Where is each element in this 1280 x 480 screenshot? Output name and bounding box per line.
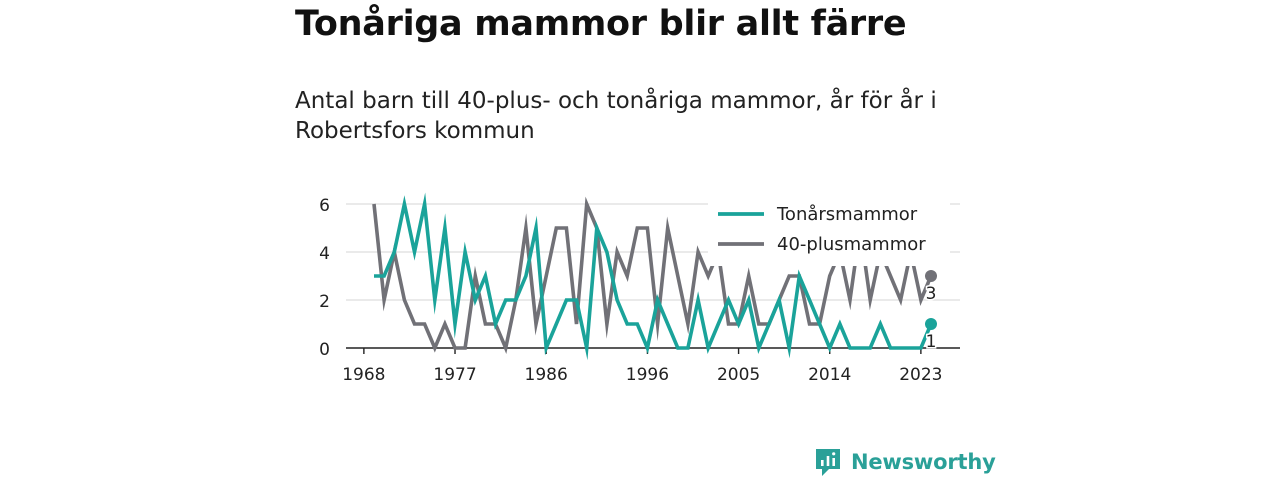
x-tick-label: 1977 (433, 365, 476, 385)
x-tick-label: 1968 (342, 365, 385, 385)
end-point (925, 270, 937, 282)
x-axis-ticks: 1968 1977 1986 1996 2005 2014 2023 (342, 348, 943, 385)
y-tick-label: 4 (319, 244, 330, 264)
end-point (925, 318, 937, 330)
brand-name: Newsworthy (851, 450, 996, 474)
newsworthy-logo: Newsworthy (814, 446, 996, 478)
end-value-label: 3 (926, 284, 937, 304)
y-axis-ticks: 0 2 4 6 (319, 196, 330, 360)
x-tick-label: 2023 (899, 365, 942, 385)
x-tick-label: 1986 (525, 365, 568, 385)
end-value-label: 1 (926, 332, 937, 352)
legend-label: Tonårsmammor (776, 204, 918, 225)
y-tick-label: 6 (319, 196, 330, 216)
legend-box (708, 196, 950, 266)
line-chart: 0 2 4 6 1968 1977 1986 1996 2005 2014 2023 Tonårs… (319, 192, 960, 385)
legend-label: 40-plusmammor (777, 234, 926, 255)
legend: Tonårsmammor 40-plusmammor (708, 196, 950, 266)
x-tick-label: 2005 (717, 365, 760, 385)
chart-subtitle: Antal barn till 40-plus- och tonåriga ma… (295, 88, 937, 144)
chart-bubble-icon (816, 449, 840, 476)
x-tick-label: 2014 (808, 365, 851, 385)
y-tick-label: 0 (319, 340, 330, 360)
chart-title: Tonåriga mammor blir allt färre (295, 4, 907, 44)
end-labels: 13 (924, 270, 938, 354)
x-tick-label: 1996 (626, 365, 669, 385)
series-line (374, 192, 933, 361)
y-tick-label: 2 (319, 292, 330, 312)
